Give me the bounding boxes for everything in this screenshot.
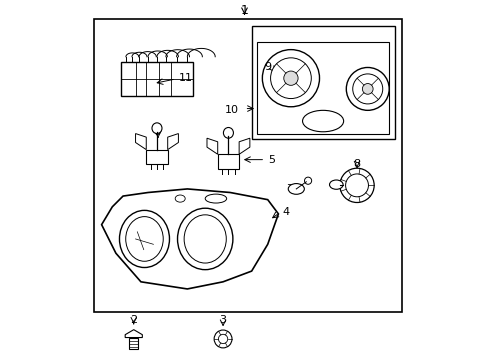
Polygon shape <box>102 189 278 289</box>
Text: 1: 1 <box>240 4 248 17</box>
Circle shape <box>339 168 373 203</box>
Polygon shape <box>257 42 388 134</box>
Text: 6: 6 <box>153 127 160 137</box>
Ellipse shape <box>152 123 162 134</box>
Bar <box>121 62 192 96</box>
Ellipse shape <box>175 195 185 202</box>
Polygon shape <box>239 138 249 154</box>
Bar <box>146 150 167 164</box>
Text: 11: 11 <box>178 73 192 83</box>
Polygon shape <box>125 330 142 338</box>
Ellipse shape <box>184 215 226 263</box>
Ellipse shape <box>125 217 163 261</box>
Text: 9: 9 <box>264 63 271 72</box>
Circle shape <box>304 177 311 184</box>
Text: 7: 7 <box>285 184 292 194</box>
Polygon shape <box>206 138 217 154</box>
Text: 5: 5 <box>267 156 274 165</box>
Circle shape <box>352 74 382 104</box>
Circle shape <box>270 58 311 99</box>
Circle shape <box>218 334 227 343</box>
Text: 3: 3 <box>219 315 226 325</box>
Ellipse shape <box>223 127 233 138</box>
Bar <box>217 154 239 168</box>
Ellipse shape <box>177 208 232 270</box>
Ellipse shape <box>205 194 226 203</box>
Circle shape <box>214 330 231 348</box>
Bar <box>251 26 394 139</box>
Bar <box>129 338 138 349</box>
Text: 10: 10 <box>224 105 239 115</box>
Ellipse shape <box>329 180 343 189</box>
Circle shape <box>262 50 319 107</box>
Bar <box>94 19 401 312</box>
Ellipse shape <box>302 111 343 132</box>
Circle shape <box>362 84 372 94</box>
Text: 8: 8 <box>353 159 360 169</box>
Text: 4: 4 <box>282 207 288 217</box>
Ellipse shape <box>119 210 169 267</box>
Circle shape <box>283 71 298 85</box>
Polygon shape <box>135 134 146 150</box>
Ellipse shape <box>287 184 304 194</box>
Polygon shape <box>167 134 178 150</box>
Circle shape <box>345 174 367 197</box>
Text: 2: 2 <box>130 315 137 325</box>
Circle shape <box>346 67 388 111</box>
